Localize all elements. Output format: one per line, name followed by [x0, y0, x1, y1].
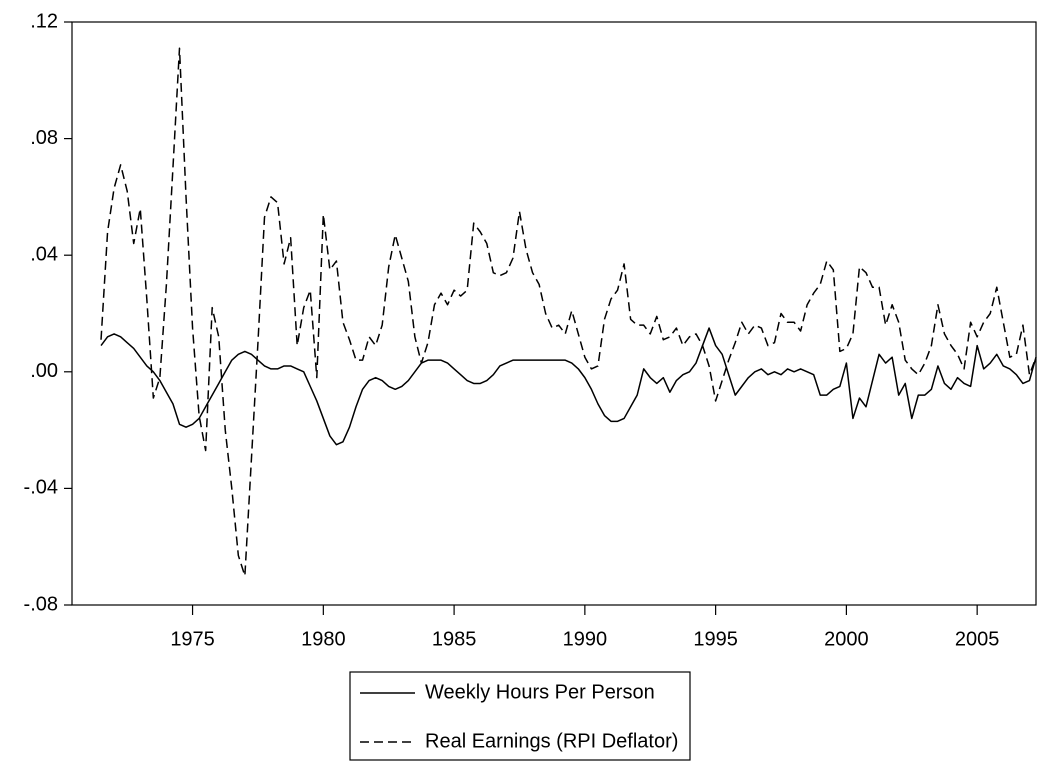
- x-tick-label: 1980: [301, 628, 346, 650]
- series-line: [100, 47, 1037, 577]
- legend-label: Weekly Hours Per Person: [425, 681, 655, 703]
- x-tick-label: 1995: [693, 628, 738, 650]
- x-tick-label: 1990: [563, 628, 608, 650]
- y-tick-label: -.04: [24, 477, 58, 499]
- legend-box: [349, 671, 691, 761]
- plot-frame: [71, 21, 1037, 606]
- legend-label: Real Earnings (RPI Deflator): [425, 730, 678, 752]
- series-line: [100, 327, 1037, 446]
- x-tick-label: 1975: [170, 628, 215, 650]
- y-tick-label: .12: [30, 10, 58, 32]
- x-tick-label: 1985: [432, 628, 477, 650]
- y-tick-label: .08: [30, 127, 58, 149]
- y-tick-label: .04: [30, 243, 58, 265]
- x-tick-label: 2000: [824, 628, 869, 650]
- x-tick-label: 2005: [955, 628, 1000, 650]
- y-tick-label: .00: [30, 360, 58, 382]
- y-tick-label: -.08: [24, 593, 58, 615]
